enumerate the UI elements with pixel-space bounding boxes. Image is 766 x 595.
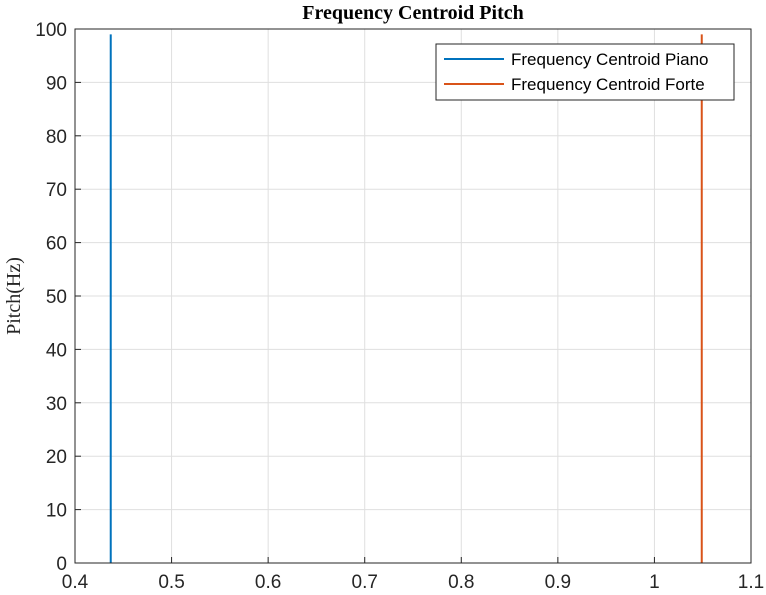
legend: Frequency Centroid Piano Frequency Centr… — [435, 43, 735, 101]
y-tick-label: 80 — [46, 127, 67, 148]
legend-label-forte: Frequency Centroid Forte — [511, 75, 705, 94]
y-tick-label: 0 — [56, 554, 67, 575]
y-tick-label: 20 — [46, 447, 67, 468]
legend-label-piano: Frequency Centroid Piano — [511, 50, 709, 69]
y-tick-label: 60 — [46, 234, 67, 255]
x-tick-label: 0.6 — [255, 572, 281, 593]
y-tick-label: 70 — [46, 180, 67, 201]
y-axis-label: Pitch(Hz) — [3, 257, 25, 335]
y-tick-labels: 0 10 20 30 40 50 60 70 80 90 100 — [35, 20, 67, 575]
chart-title: Frequency Centroid Pitch — [302, 2, 523, 24]
y-tick-label: 50 — [46, 287, 67, 308]
y-tick-label: 30 — [46, 394, 67, 415]
y-tick-label: 100 — [35, 20, 67, 41]
x-tick-label: 0.9 — [545, 572, 571, 593]
x-tick-label: 0.8 — [448, 572, 474, 593]
x-tick-label: 1 — [649, 572, 660, 593]
x-tick-labels: 0.4 0.5 0.6 0.7 0.8 0.9 1 1.1 — [62, 572, 764, 593]
x-tick-label: 0.5 — [158, 572, 184, 593]
x-tick-label: 1.1 — [738, 572, 764, 593]
ticks — [74, 28, 752, 564]
x-tick-label: 0.7 — [352, 572, 378, 593]
y-tick-label: 90 — [46, 73, 67, 94]
x-tick-label: 0.4 — [62, 572, 89, 593]
legend-box — [435, 43, 735, 101]
series-layer — [109, 34, 703, 563]
y-tick-label: 40 — [46, 340, 67, 361]
y-tick-label: 10 — [46, 501, 67, 522]
